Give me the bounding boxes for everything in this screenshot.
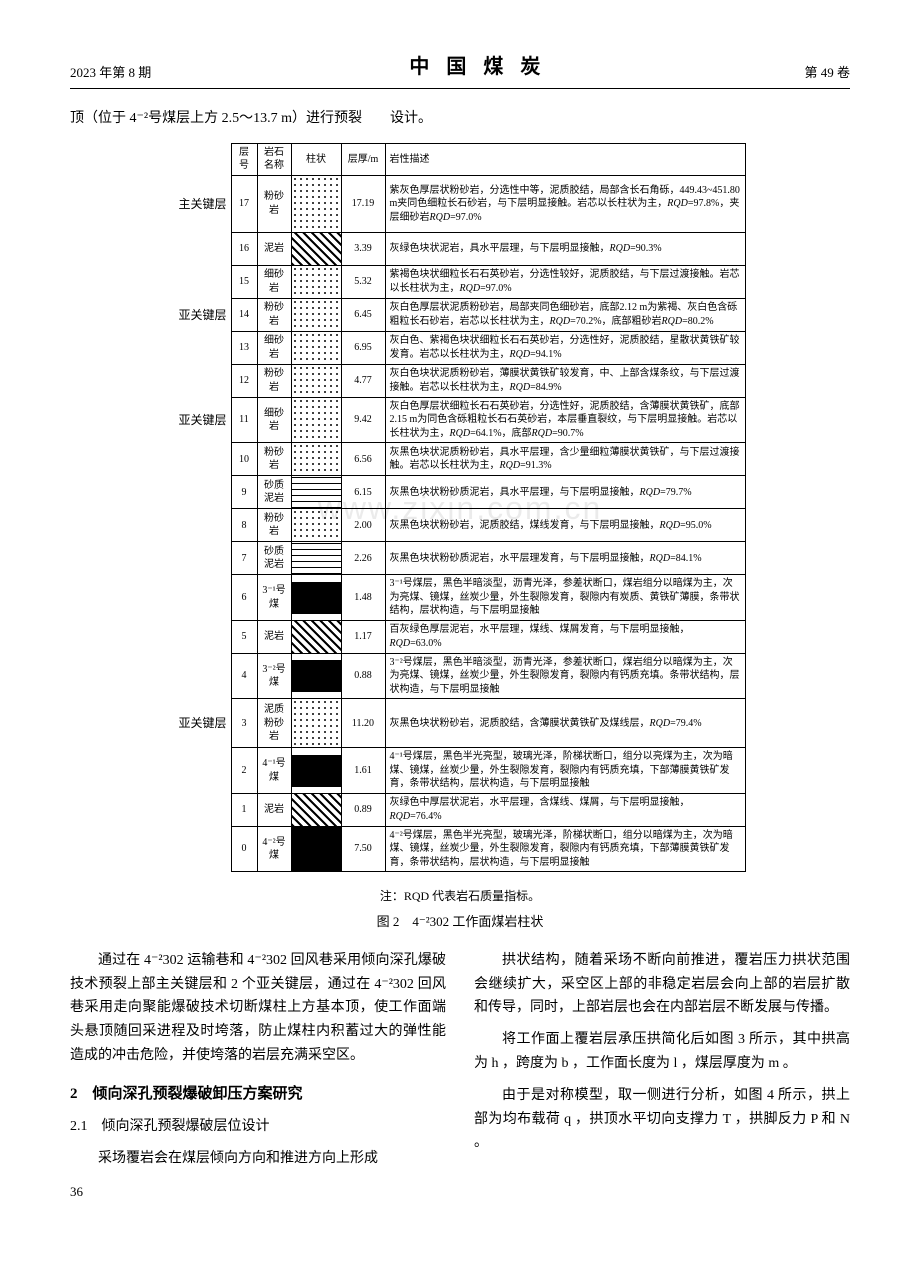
- section-2-1-heading: 2.1 倾向深孔预裂爆破层位设计: [70, 1115, 446, 1139]
- key-layer-label: [174, 575, 231, 621]
- col-rock-name: 岩石名称: [257, 143, 291, 175]
- key-layer-label: [174, 265, 231, 298]
- strat-row-14: 亚关键层14粉砂岩6.45灰白色厚层状泥质粉砂岩，局部夹同色细砂岩，底部2.12…: [174, 298, 745, 331]
- right-para-2: 将工作面上覆岩层承压拱简化后如图 3 所示，其中拱高为 h ，跨度为 b ，工作…: [474, 1028, 850, 1076]
- key-layer-label: [174, 793, 231, 826]
- right-para-3: 由于是对称模型，取一侧进行分析，如图 4 所示，拱上部为均布载荷 q ，拱顶水平…: [474, 1084, 850, 1155]
- key-layer-label: [174, 476, 231, 509]
- key-layer-label: [174, 232, 231, 265]
- table-note: 注：RQD 代表岩石质量指标。: [70, 886, 850, 906]
- key-layer-label: [174, 542, 231, 575]
- col-description: 岩性描述: [385, 143, 745, 175]
- key-layer-label: [174, 620, 231, 653]
- key-layer-label: [174, 364, 231, 397]
- strat-row-4: 43⁻²号煤0.883⁻²号煤层，黑色半暗淡型，沥青光泽，参差状断口，煤岩组分以…: [174, 653, 745, 699]
- strat-row-6: 63⁻¹号煤1.483⁻¹号煤层，黑色半暗淡型，沥青光泽，参差状断口，煤岩组分以…: [174, 575, 745, 621]
- strat-row-3: 亚关键层3泥质粉砂岩11.20灰黑色块状粉砂岩，泥质胶结，含薄膜状黄铁矿及煤线层…: [174, 699, 745, 748]
- strat-row-1: 1泥岩0.89灰绿色中厚层状泥岩，水平层理，含煤线、煤屑，与下层明显接触，RQD…: [174, 793, 745, 826]
- runhead-right: 第 49 卷: [804, 62, 850, 84]
- strat-row-10: 10粉砂岩6.56灰黑色块状泥质粉砂岩，具水平层理，含少量细粒薄膜状黄铁矿，与下…: [174, 443, 745, 476]
- col-thickness: 层厚/m: [341, 143, 385, 175]
- left-para-1: 通过在 4⁻²302 运输巷和 4⁻²302 回风巷采用倾向深孔爆破技术预裂上部…: [70, 949, 446, 1068]
- strat-row-17: 主关键层17粉砂岩17.19紫灰色厚层状粉砂岩，分选性中等，泥质胶结，局部含长石…: [174, 175, 745, 232]
- key-layer-label: 主关键层: [174, 175, 231, 232]
- section-2-heading: 2 倾向深孔预裂爆破卸压方案研究: [70, 1082, 446, 1108]
- key-layer-label: 亚关键层: [174, 298, 231, 331]
- left-para-2: 采场覆岩会在煤层倾向方向和推进方向上形成: [70, 1147, 446, 1171]
- key-layer-label: [174, 509, 231, 542]
- strat-row-12: 12粉砂岩4.77灰白色块状泥质粉砂岩，薄膜状黄铁矿较发育，中、上部含煤条纹，与…: [174, 364, 745, 397]
- top-sentence: 顶（位于 4⁻²号煤层上方 2.5～13.7 m）进行预裂 设计。: [70, 107, 850, 131]
- strat-row-5: 5泥岩1.17百灰绿色厚层泥岩，水平层理，煤线、煤屑发育，与下层明显接触，RQD…: [174, 620, 745, 653]
- key-layer-label: [174, 748, 231, 794]
- runhead-left: 2023 年第 8 期: [70, 62, 151, 84]
- strat-row-13: 13细砂岩6.95灰白色、紫褐色块状细粒长石石英砂岩，分选性好，泥质胶结，星散状…: [174, 331, 745, 364]
- key-layer-label: [174, 331, 231, 364]
- col-column: 柱状: [291, 143, 341, 175]
- strat-row-15: 15细砂岩5.32紫褐色块状细粒长石石英砂岩，分选性较好，泥质胶结，与下层过渡接…: [174, 265, 745, 298]
- running-head: 2023 年第 8 期 中 国 煤 炭 第 49 卷: [70, 50, 850, 89]
- strat-row-7: 7砂质泥岩2.26灰黑色块状粉砂质泥岩，水平层理发育，与下层明显接触，RQD=8…: [174, 542, 745, 575]
- key-layer-label: [174, 653, 231, 699]
- col-layer-no: 层号: [231, 143, 257, 175]
- key-layer-label: [174, 826, 231, 872]
- figure-caption: 图 2 4⁻²302 工作面煤岩柱状: [70, 911, 850, 933]
- key-layer-label: 亚关键层: [174, 699, 231, 748]
- page-number: 36: [70, 1181, 446, 1203]
- runhead-center: 中 国 煤 炭: [409, 50, 546, 84]
- strat-row-0: 04⁻²号煤7.504⁻²号煤层，黑色半光亮型，玻璃光泽，阶梯状断口，组分以暗煤…: [174, 826, 745, 872]
- key-layer-label: 亚关键层: [174, 397, 231, 443]
- strat-row-8: 8粉砂岩2.00灰黑色块状粉砂岩，泥质胶结，煤线发育，与下层明显接触，RQD=9…: [174, 509, 745, 542]
- right-para-1: 拱状结构，随着采场不断向前推进，覆岩压力拱状范围会继续扩大，采空区上部的非稳定岩…: [474, 949, 850, 1020]
- strat-row-11: 亚关键层11细砂岩9.42灰白色厚层状细粒长石石英砂岩，分选性好，泥质胶结，含薄…: [174, 397, 745, 443]
- stratigraphy-table: 层号 岩石名称 柱状 层厚/m 岩性描述 主关键层17粉砂岩17.19紫灰色厚层…: [174, 143, 745, 873]
- key-layer-label: [174, 443, 231, 476]
- strat-row-9: 9砂质泥岩6.15灰黑色块状粉砂质泥岩，具水平层理，与下层明显接触，RQD=79…: [174, 476, 745, 509]
- strat-row-16: 16泥岩3.39灰绿色块状泥岩，具水平层理，与下层明显接触，RQD=90.3%: [174, 232, 745, 265]
- strat-row-2: 24⁻¹号煤1.614⁻¹号煤层，黑色半光亮型，玻璃光泽，阶梯状断口，组分以亮煤…: [174, 748, 745, 794]
